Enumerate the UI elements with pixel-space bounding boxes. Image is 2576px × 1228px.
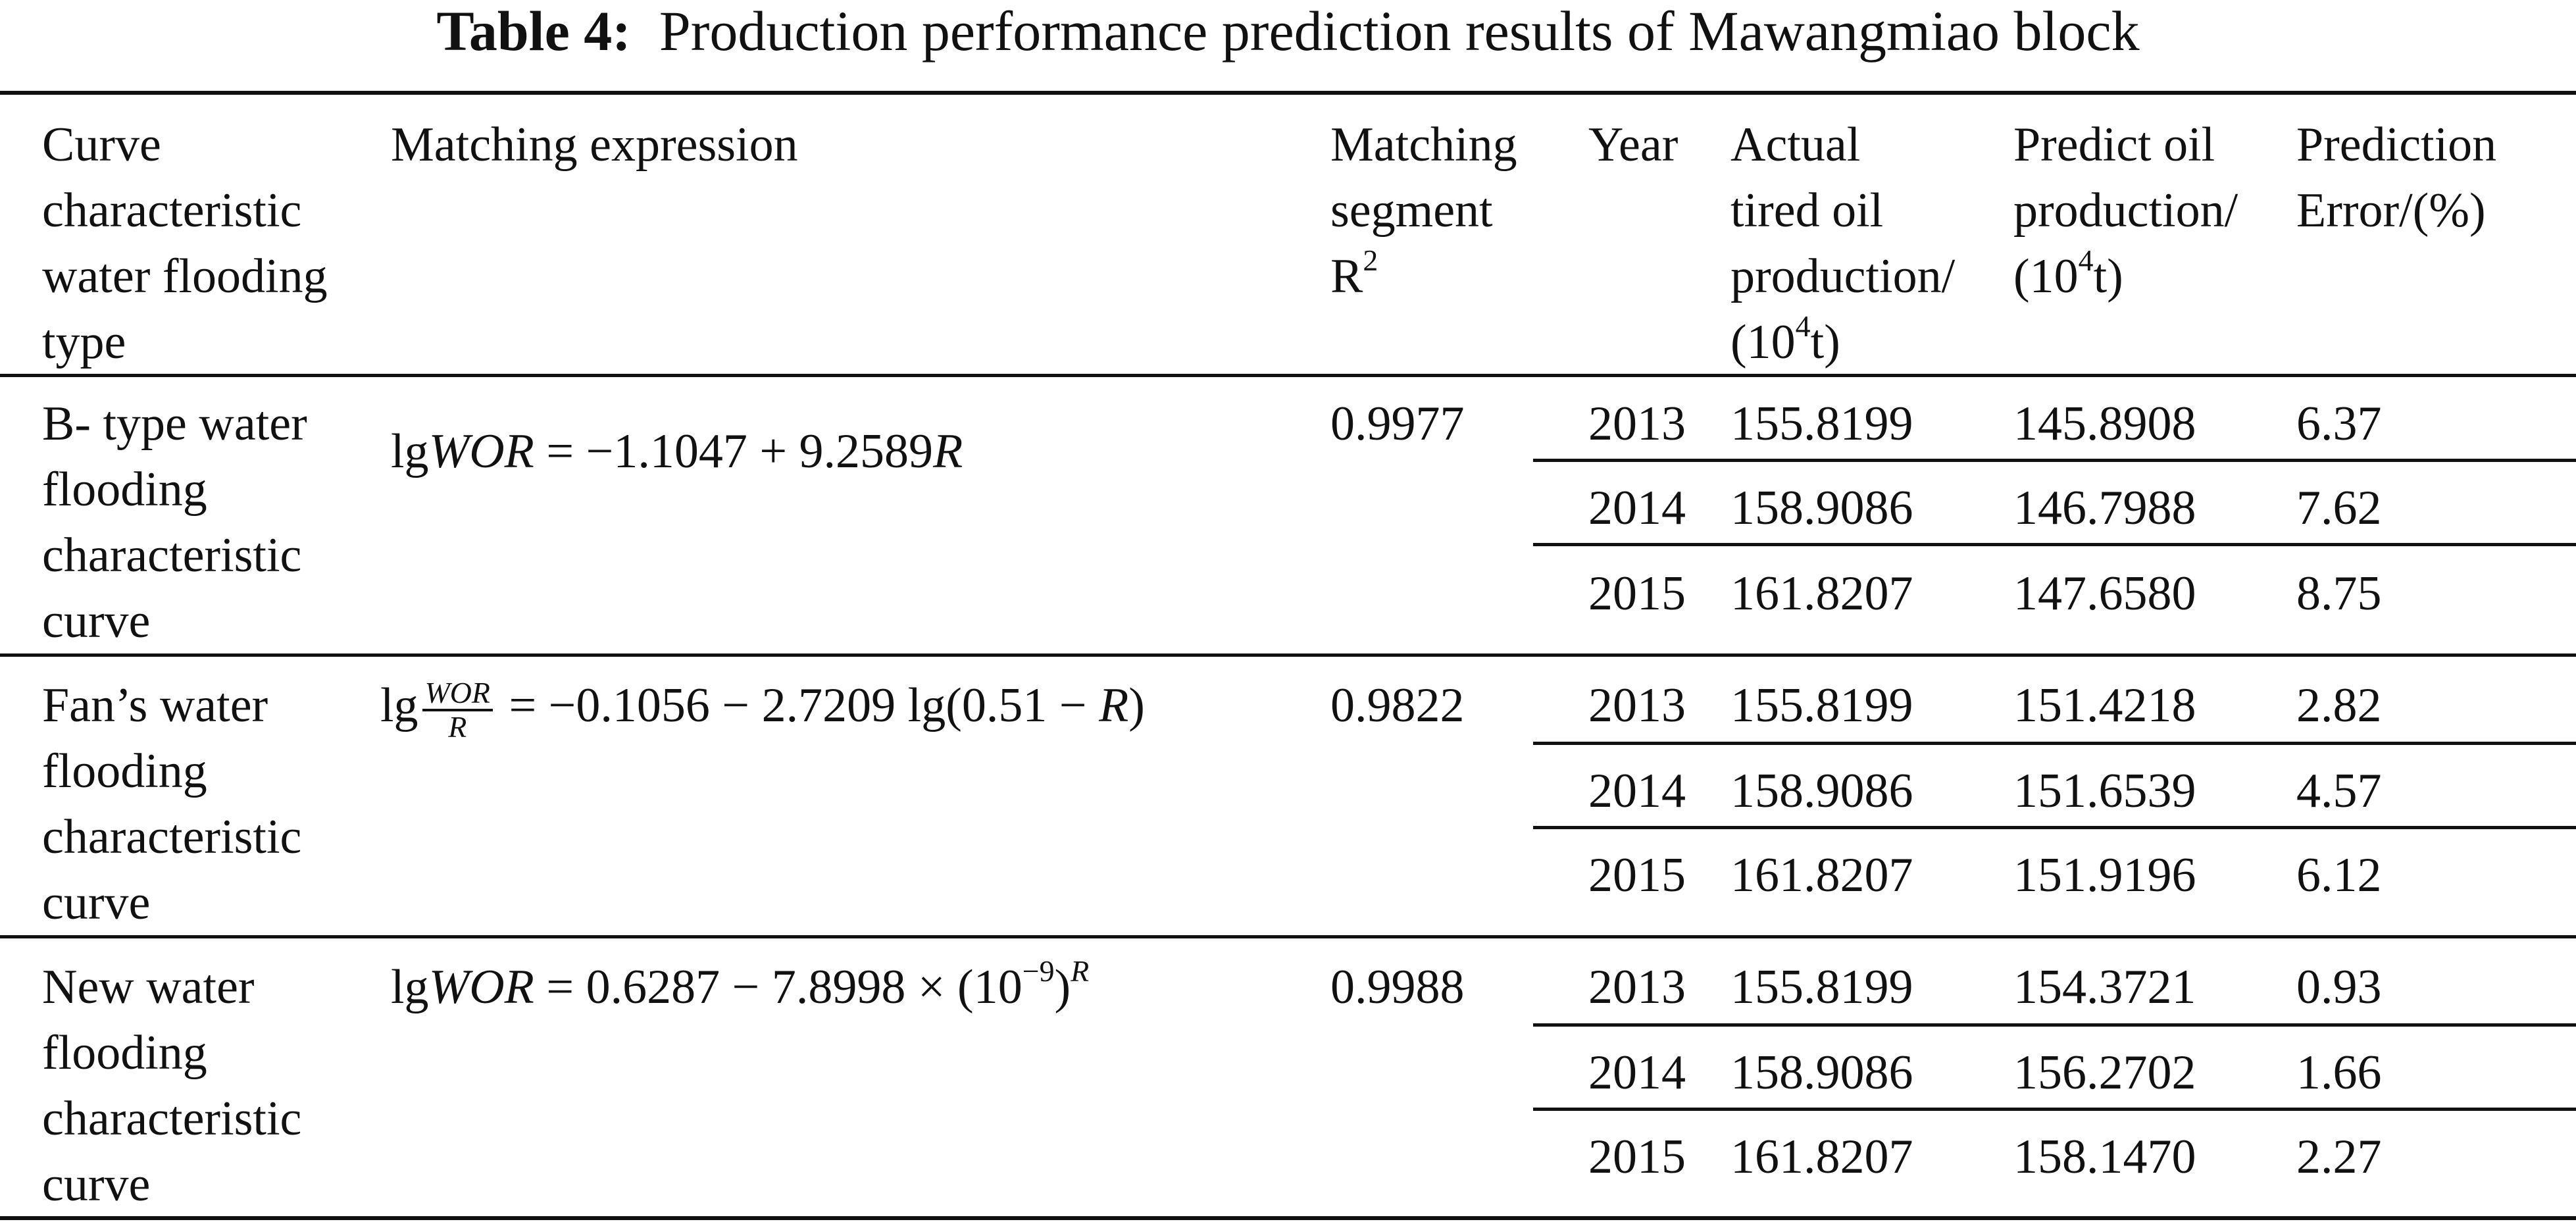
r2-cell: 0.9977 — [1330, 397, 1465, 451]
row-divider — [1533, 459, 2576, 462]
actual-cell: 155.8199 — [1730, 678, 1913, 732]
header-actual: Actual tired oil production/ (104t) — [1730, 118, 1956, 369]
fraction: WOR R — [422, 677, 493, 743]
row-divider — [1533, 543, 2576, 546]
predict-cell: 145.8908 — [2013, 397, 2196, 451]
type-cell: B- type water flooding characteristic curv… — [42, 397, 307, 648]
table-title: Production performance prediction result… — [659, 0, 2140, 63]
header-expression: Matching expression — [391, 118, 798, 172]
predict-cell: 151.6539 — [2013, 764, 2196, 818]
error-cell: 1.66 — [2296, 1046, 2382, 1100]
error-cell: 8.75 — [2296, 567, 2382, 621]
year-cell: 2015 — [1588, 848, 1686, 902]
header-predict: Predict oil production/ (104t) — [2013, 118, 2238, 303]
year-cell: 2013 — [1588, 678, 1686, 732]
error-cell: 7.62 — [2296, 481, 2382, 535]
error-cell: 4.57 — [2296, 764, 2382, 818]
actual-cell: 155.8199 — [1730, 960, 1913, 1014]
predict-cell: 146.7988 — [2013, 481, 2196, 535]
header-year: Year — [1588, 118, 1679, 172]
error-cell: 2.82 — [2296, 678, 2382, 732]
actual-cell: 161.8207 — [1730, 1130, 1913, 1184]
header-r2: Matching segment R2 — [1330, 118, 1517, 303]
header-rule — [0, 374, 2576, 377]
error-cell: 6.12 — [2296, 848, 2382, 902]
predict-cell: 151.4218 — [2013, 678, 2196, 732]
predict-cell: 151.9196 — [2013, 848, 2196, 902]
year-cell: 2014 — [1588, 764, 1686, 818]
predict-cell: 156.2702 — [2013, 1046, 2196, 1100]
actual-cell: 161.8207 — [1730, 567, 1913, 621]
year-cell: 2015 — [1588, 567, 1686, 621]
header-type: Curve characteristic water flooding type — [42, 118, 328, 369]
type-cell: New water flooding characteristic curve — [42, 960, 302, 1212]
actual-cell: 158.9086 — [1730, 1046, 1913, 1100]
expression-cell: lgWOR = 0.6287 − 7.8998 × (10−9)R — [391, 954, 1090, 1014]
actual-cell: 158.9086 — [1730, 764, 1913, 818]
error-cell: 0.93 — [2296, 960, 2382, 1014]
row-divider — [1533, 1023, 2576, 1027]
table-label: Table 4: — [436, 0, 631, 63]
bottom-rule — [0, 1216, 2576, 1220]
predict-cell: 147.6580 — [2013, 567, 2196, 621]
predict-cell: 154.3721 — [2013, 960, 2196, 1014]
error-cell: 6.37 — [2296, 397, 2382, 451]
actual-cell: 155.8199 — [1730, 397, 1913, 451]
r2-cell: 0.9822 — [1330, 678, 1465, 732]
year-cell: 2013 — [1588, 960, 1686, 1014]
actual-cell: 161.8207 — [1730, 848, 1913, 902]
row-divider — [1533, 742, 2576, 745]
expression-cell: lg WOR R = −0.1056 − 2.7209 lg(0.51 − R) — [380, 675, 1145, 744]
predict-cell: 158.1470 — [2013, 1130, 2196, 1184]
year-cell: 2015 — [1588, 1130, 1686, 1184]
year-cell: 2014 — [1588, 1046, 1686, 1100]
expression-cell: lgWOR = −1.1047 + 9.2589R — [391, 424, 963, 478]
year-cell: 2014 — [1588, 481, 1686, 535]
table-caption: Table 4: Production performance predicti… — [0, 0, 2576, 92]
type-cell: Fan’s water flooding characteristic curve — [42, 678, 302, 930]
header-error: Prediction Error/(%) — [2296, 118, 2497, 238]
group-rule-1 — [0, 653, 2576, 657]
actual-cell: 158.9086 — [1730, 481, 1913, 535]
r2-cell: 0.9988 — [1330, 960, 1465, 1014]
year-cell: 2013 — [1588, 397, 1686, 451]
top-rule — [0, 91, 2576, 95]
row-divider — [1533, 826, 2576, 829]
error-cell: 2.27 — [2296, 1130, 2382, 1184]
row-divider — [1533, 1108, 2576, 1111]
group-rule-2 — [0, 935, 2576, 938]
